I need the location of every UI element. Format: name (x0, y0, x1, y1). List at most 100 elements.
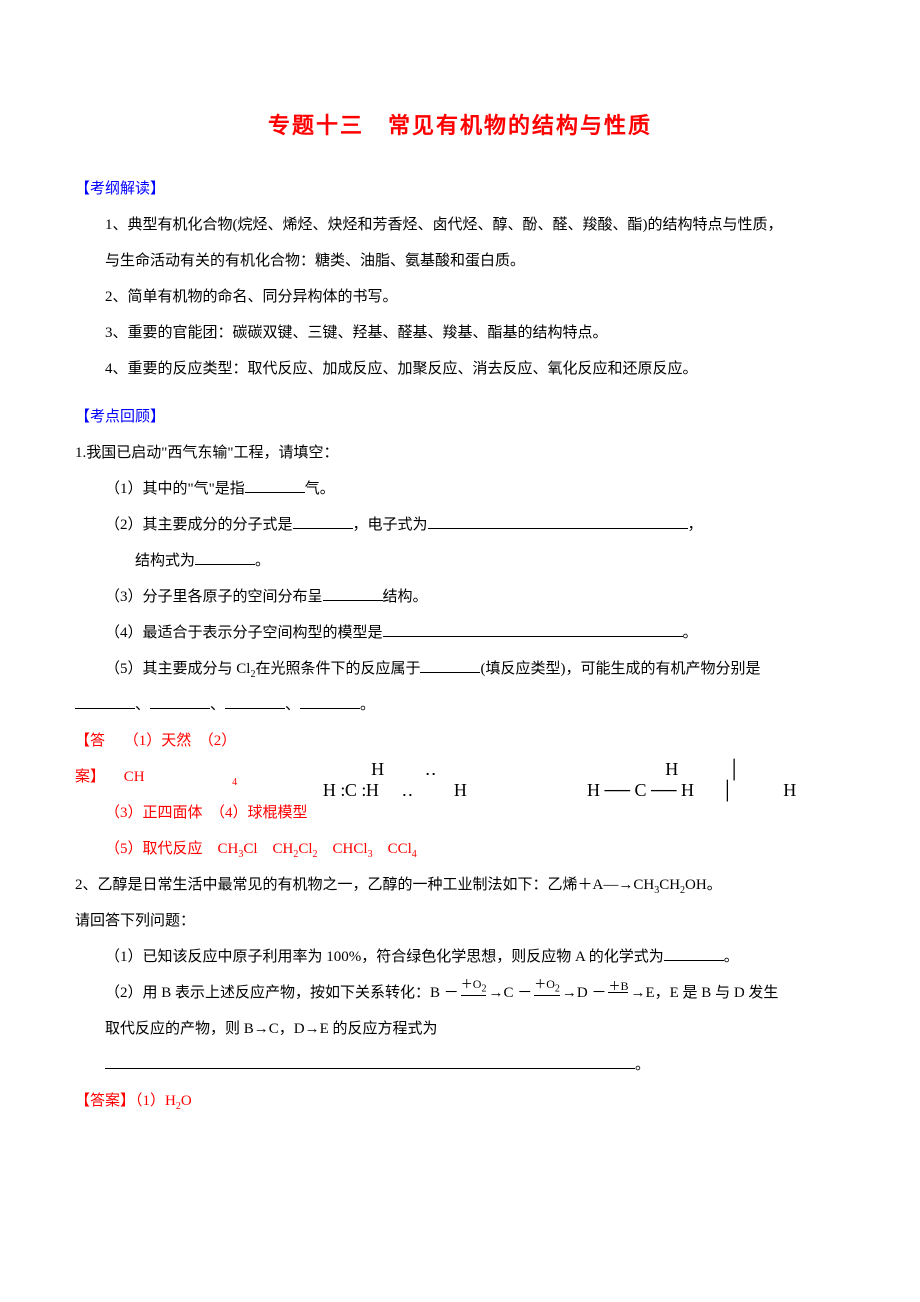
q1-p3b: 结构。 (383, 589, 428, 605)
q1-p1b: 气。 (305, 481, 335, 497)
q1-p2e: 。 (255, 553, 270, 569)
answer-label-2: 【答案】 (75, 1093, 135, 1109)
q2-stem-b: CH (659, 877, 680, 893)
arrow-cond-2: ＋O2 (534, 978, 560, 1008)
answer-label-1: 【答案】 (75, 723, 124, 795)
q2-p1b: 。 (724, 949, 739, 965)
q1-part3: （3）分子里各原子的空间分布呈 结构。 (75, 579, 845, 615)
q2-p2d: →E，E 是 B 与 D 发生 (630, 985, 778, 1001)
a2-l1-post: O (181, 1093, 192, 1109)
blank (225, 693, 285, 709)
a1-l1-pre: （1）天然 （2）CH (124, 723, 232, 795)
a1-l3: （5）取代反应 CH3Cl CH2Cl2 CHCl3 CCl4 (75, 831, 845, 867)
sep3: 、 (285, 697, 300, 713)
syllabus-item-4: 4、重要的反应类型：取代反应、加成反应、加聚反应、消去反应、氧化反应和还原反应。 (75, 351, 845, 387)
lewis-r4: H (436, 780, 485, 800)
q1-p2a: （2）其主要成分的分子式是 (105, 517, 293, 533)
lewis-r3: ‥ (383, 780, 431, 800)
blank-long (105, 1053, 635, 1069)
sep1: 、 (135, 697, 150, 713)
syllabus-item-1a: 1、典型有机化合物(烷烃、烯烃、炔烃和芳香烃、卤代烃、醇、酚、醛、羧酸、酯)的结… (75, 207, 845, 243)
q1-part2b: 结构式为 。 (75, 543, 845, 579)
q1-stem: 1.我国已启动"西气东输"工程，请填空： (75, 435, 845, 471)
q1-part5: （5）其主要成分与 Cl2在光照条件下的反应属于(填反应类型)，可能生成的有机产… (75, 651, 845, 687)
review-heading: 【考点回顾】 (75, 399, 845, 435)
sep2: 、 (210, 697, 225, 713)
bond-r4: H (761, 780, 819, 800)
q2-p2b: →C － (488, 985, 532, 1001)
q2-stem2: 请回答下列问题： (75, 903, 845, 939)
q1-part2: （2）其主要成分的分子式是 ，电子式为 ， (75, 507, 845, 543)
blank (300, 693, 360, 709)
syllabus-item-1b: 与生命活动有关的有机化合物：糖类、油脂、氨基酸和蛋白质。 (75, 243, 845, 279)
q2-p2c: →D － (562, 985, 607, 1001)
a1-l3-b: Cl CH (243, 841, 293, 857)
a1-l3-d: Cl (298, 841, 312, 857)
a1-l3-h: CCl (373, 841, 412, 857)
a2-l1-pre: （1）H (135, 1093, 176, 1109)
q2-part2b: 取代反应的产物，则 B→C，D→E 的反应方程式为 (75, 1011, 845, 1047)
blank (245, 477, 305, 493)
arr1-sub: 2 (481, 984, 486, 995)
q1-part4: （4）最适合于表示分子空间构型的模型是 。 (75, 615, 845, 651)
q1-p5c: (填反应类型)，可能生成的有机产物分别是 (480, 661, 760, 677)
lewis-structure: H ‥ H ׃ C ׃ H ‥ H (297, 759, 511, 800)
q1-p2c: ， (688, 517, 703, 533)
q2-part2: （2）用 B 表示上述反应产物，按如下关系转化：B －＋O2 →C －＋O2 →… (75, 975, 845, 1011)
syllabus-item-2: 2、简单有机物的命名、同分异构体的书写。 (75, 279, 845, 315)
q2-part2-blank: 。 (75, 1047, 845, 1083)
q2-stem: 2、乙醇是日常生活中最常见的有机物之一，乙醇的一种工业制法如下：乙烯＋A―→CH… (75, 867, 845, 903)
a1-l3-f: CHCl (318, 841, 368, 857)
q2-stem-c: OH。 (685, 877, 722, 893)
a1-l3-i: 4 (412, 849, 417, 860)
lewis-r0: H (353, 759, 402, 779)
structures: H ‥ H ׃ C ׃ H ‥ H H │ H ── C ── H │ H (297, 759, 845, 800)
blank (293, 513, 353, 529)
bond-r2: H ── C ── H (587, 780, 694, 800)
lewis-r1: ‥ (407, 759, 455, 779)
page-title: 专题十三 常见有机物的结构与性质 (75, 100, 845, 153)
q2-stem-a: 2、乙醇是日常生活中最常见的有机物之一，乙醇的一种工业制法如下：乙烯＋A―→CH (75, 877, 654, 893)
blank (195, 549, 255, 565)
q1-p5a: （5）其主要成分与 Cl (105, 661, 250, 677)
arr2-sub: 2 (555, 984, 560, 995)
q2-p2f: 。 (635, 1057, 650, 1073)
arrow-cond-1: ＋O2 (461, 978, 487, 1008)
arr1-top: ＋O (461, 977, 482, 991)
q2-p1a: （1）已知该反应中原子利用率为 100%，符合绿色化学思想，则反应物 A 的化学… (105, 949, 664, 965)
answer2: 【答案】（1）H2O (75, 1083, 845, 1119)
blank (664, 945, 724, 961)
blank (150, 693, 210, 709)
q1-p3a: （3）分子里各原子的空间分布呈 (105, 589, 323, 605)
answer1-line1: 【答案】 （1）天然 （2）CH4 H ‥ H ׃ C ׃ H ‥ H H │ … (75, 723, 845, 795)
blank (323, 585, 383, 601)
q1-p4a: （4）最适合于表示分子空间构型的模型是 (105, 625, 383, 641)
bond-r3: │ (699, 780, 757, 800)
a1-l3-pre: （5）取代反应 CH (105, 841, 238, 857)
bond-r1: │ (705, 759, 763, 779)
q1-p2d: 结构式为 (135, 553, 195, 569)
q1-p5b: 在光照条件下的反应属于 (255, 661, 420, 677)
blank (420, 657, 480, 673)
a1-l1-sub: 4 (232, 771, 237, 795)
q1-p4b: 。 (683, 625, 698, 641)
blank (428, 513, 688, 529)
lewis-r2: H ׃ C ׃ H (323, 780, 379, 800)
document-page: 专题十三 常见有机物的结构与性质 【考纲解读】 1、典型有机化合物(烷烃、烯烃、… (0, 0, 920, 1302)
blank (75, 693, 135, 709)
q1-p2b: ，电子式为 (353, 517, 428, 533)
arr2-top: ＋O (534, 977, 555, 991)
syllabus-item-3: 3、重要的官能团：碳碳双键、三键、羟基、醛基、羧基、酯基的结构特点。 (75, 315, 845, 351)
q2-p2a: （2）用 B 表示上述反应产物，按如下关系转化：B － (105, 985, 459, 1001)
q2-part1: （1）已知该反应中原子利用率为 100%，符合绿色化学思想，则反应物 A 的化学… (75, 939, 845, 975)
q1-p5e: 。 (360, 697, 375, 713)
q1-part1: （1）其中的"气"是指 气。 (75, 471, 845, 507)
q1-p1a: （1）其中的"气"是指 (105, 481, 245, 497)
bond-structure: H │ H ── C ── H │ H (561, 759, 845, 800)
bond-r0: H (643, 759, 701, 779)
arr3-top: ＋B (608, 980, 628, 992)
syllabus-heading: 【考纲解读】 (75, 171, 845, 207)
arrow-cond-3: ＋B (608, 980, 628, 1006)
q1-part5b: 、 、 、 。 (75, 687, 845, 723)
blank (383, 621, 683, 637)
